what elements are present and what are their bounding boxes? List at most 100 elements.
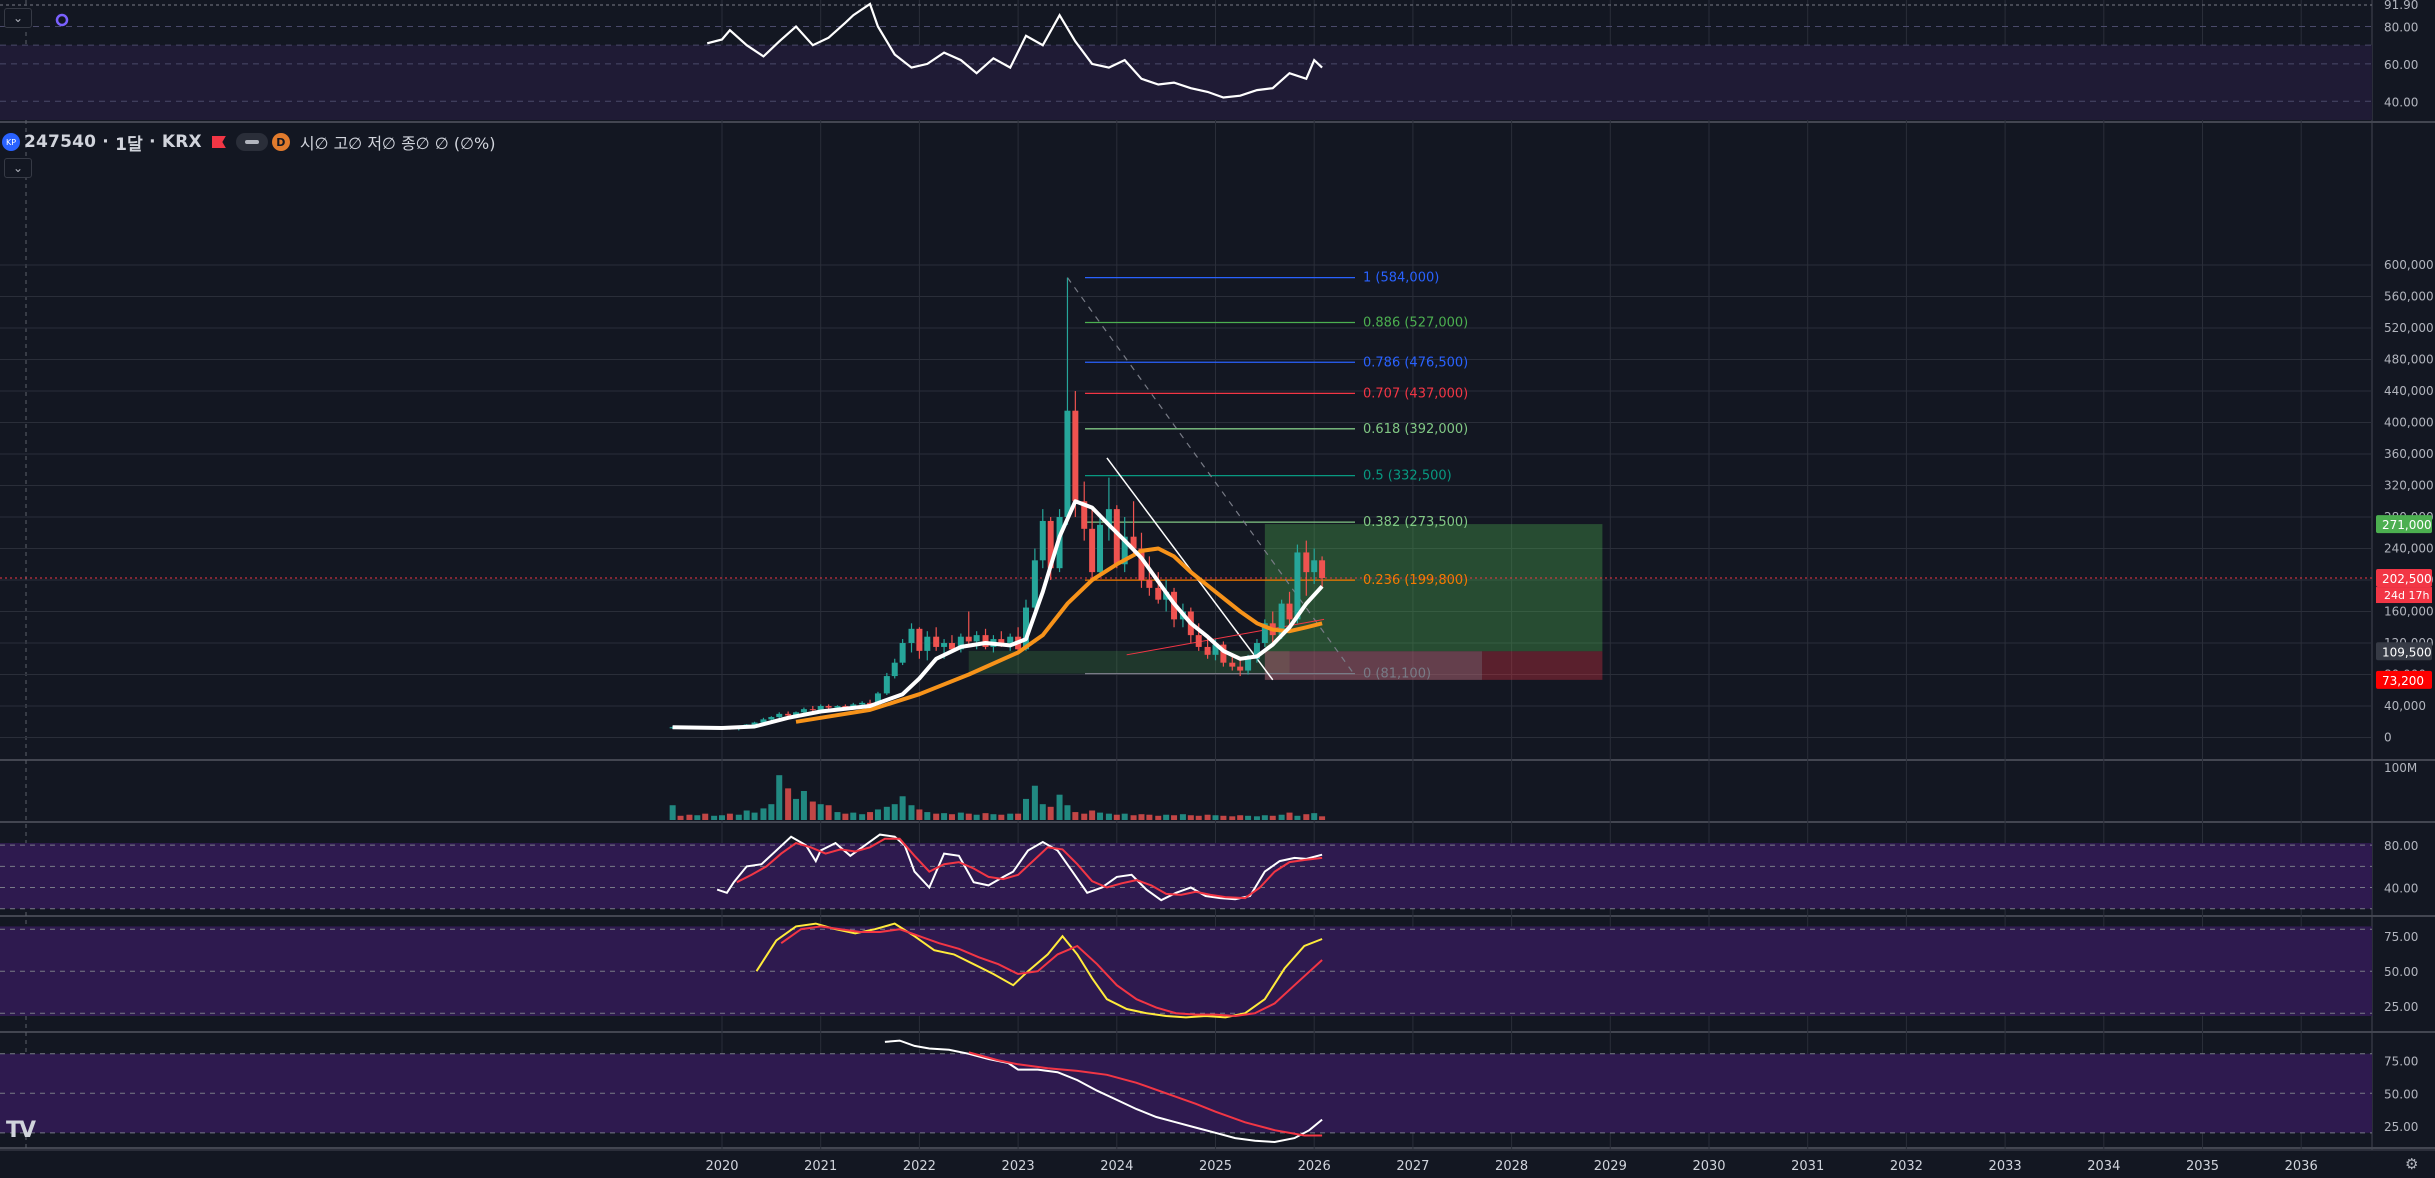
volume-bar [1022, 798, 1029, 820]
candle-body [1278, 603, 1285, 636]
y-tick-label: 0 [2384, 731, 2392, 745]
collapse-top-pane-button[interactable]: ⌄ [4, 8, 32, 28]
candle-body [825, 706, 832, 708]
candle-body [1130, 536, 1137, 549]
price-tag [2376, 515, 2432, 534]
y-tick-label: 40.00 [2384, 95, 2418, 109]
volume-bar [677, 815, 684, 820]
volume-bar [1155, 815, 1162, 820]
candle-body [891, 662, 898, 677]
volume-bar [982, 813, 989, 820]
candle-body [1022, 607, 1029, 650]
flag-icon[interactable] [211, 136, 226, 148]
candle-body [834, 706, 841, 708]
x-tick-label: 2034 [2087, 1159, 2120, 1174]
volume-bar [726, 813, 733, 820]
interval-label[interactable]: 1달 [115, 134, 143, 155]
fib-level-label: 0.707 (437,000) [1363, 386, 1468, 401]
visibility-toggle-button[interactable] [235, 133, 268, 151]
fib-level-label: 0.886 (527,000) [1363, 315, 1468, 330]
candle-body [1253, 643, 1260, 659]
volume-bar [809, 801, 816, 820]
volume-bar [817, 804, 824, 820]
y-tick-label: 160,000 [2384, 605, 2434, 619]
oscillator-series-line [755, 922, 1323, 1019]
volume-bar [1294, 815, 1301, 820]
volume-bar [1261, 815, 1268, 820]
candle-body [859, 702, 866, 705]
tradingview-logo-icon[interactable]: TV [6, 1118, 36, 1143]
symbol-legend[interactable]: KP 247540 · 1달 · KRX D 시∅ 고∅ 저∅ 종∅ ∅ (∅%… [2, 129, 495, 155]
volume-bar [1319, 816, 1326, 820]
price-tag-label: 271,000 [2382, 518, 2432, 532]
volume-bar [850, 812, 857, 820]
collapse-price-pane-button[interactable]: ⌄ [4, 158, 32, 178]
volume-bar [1286, 812, 1293, 820]
volume-bar [883, 806, 890, 820]
volume-bar [1089, 810, 1096, 820]
volume-bar [973, 814, 980, 820]
volume-bar [1278, 814, 1285, 820]
volume-bar [965, 813, 972, 820]
volume-bar [908, 805, 915, 820]
candle-body [1007, 636, 1014, 643]
volume-bar [800, 791, 807, 820]
volume-bar [825, 805, 832, 820]
candle-body [1294, 552, 1301, 620]
y-tick-label: 40.00 [2384, 882, 2418, 896]
oscillator-line [706, 2, 1323, 99]
volume-bar [948, 814, 955, 820]
candle-body [1319, 560, 1326, 579]
fib-level-label: 0.5 (332,500) [1363, 469, 1452, 484]
candle-body [1113, 509, 1120, 565]
legend-separator-1: · [96, 132, 116, 152]
candle-body [1204, 646, 1211, 655]
volume-bar [1072, 812, 1079, 820]
x-tick-label: 2031 [1791, 1159, 1824, 1174]
y-tick-label: 400,000 [2384, 416, 2434, 430]
volume-bar [1121, 813, 1128, 820]
volume-bar [1097, 812, 1104, 820]
x-tick-label: 2035 [2186, 1159, 2219, 1174]
position-filled-zone [1264, 651, 1482, 680]
volume-bar [957, 812, 964, 820]
gear-icon[interactable]: ⚙ [2405, 1155, 2419, 1173]
y-tick-label: 240,000 [2384, 542, 2434, 556]
fib-level-label: 0.382 (273,500) [1363, 515, 1468, 530]
volume-bar [1047, 806, 1054, 820]
candle-body [1212, 644, 1219, 655]
y-tick-label: 480,000 [2384, 353, 2434, 367]
y-tick-label: 80.00 [2384, 839, 2418, 853]
volume-bar [1138, 814, 1145, 820]
y-tick-label: 560,000 [2384, 290, 2434, 304]
x-tick-label: 2025 [1199, 1159, 1232, 1174]
exchange-label[interactable]: KRX [161, 132, 202, 152]
y-tick-label: 600,000 [2384, 258, 2434, 272]
y-tick-label: 50.00 [2384, 1087, 2418, 1101]
volume-bar [776, 775, 783, 820]
dividend-badge[interactable]: D [271, 133, 290, 151]
candle-body [1047, 520, 1054, 569]
candle-body [965, 636, 972, 642]
symbol-code[interactable]: 247540 [24, 132, 97, 152]
countdown-tag [2376, 587, 2432, 604]
volume-bar [1039, 804, 1046, 820]
x-tick-label: 2032 [1890, 1159, 1923, 1174]
candle-body [941, 643, 948, 647]
candle-body [1155, 587, 1162, 600]
candle-body [1146, 580, 1153, 588]
y-tick-label: 360,000 [2384, 447, 2434, 461]
volume-bar [891, 804, 898, 820]
volume-bar [1171, 815, 1178, 820]
moving-average-fast [672, 499, 1324, 730]
candle-body [785, 713, 792, 716]
price-tag-label: 73,200 [2382, 674, 2424, 688]
x-tick-label: 2021 [804, 1159, 837, 1174]
candle-body [1097, 524, 1104, 573]
candle-body [1303, 552, 1310, 573]
volume-bar [990, 814, 997, 820]
countdown-label: 24d 17h [2384, 589, 2429, 602]
oscillator-series-line [736, 837, 1323, 900]
candle-body [924, 636, 931, 651]
